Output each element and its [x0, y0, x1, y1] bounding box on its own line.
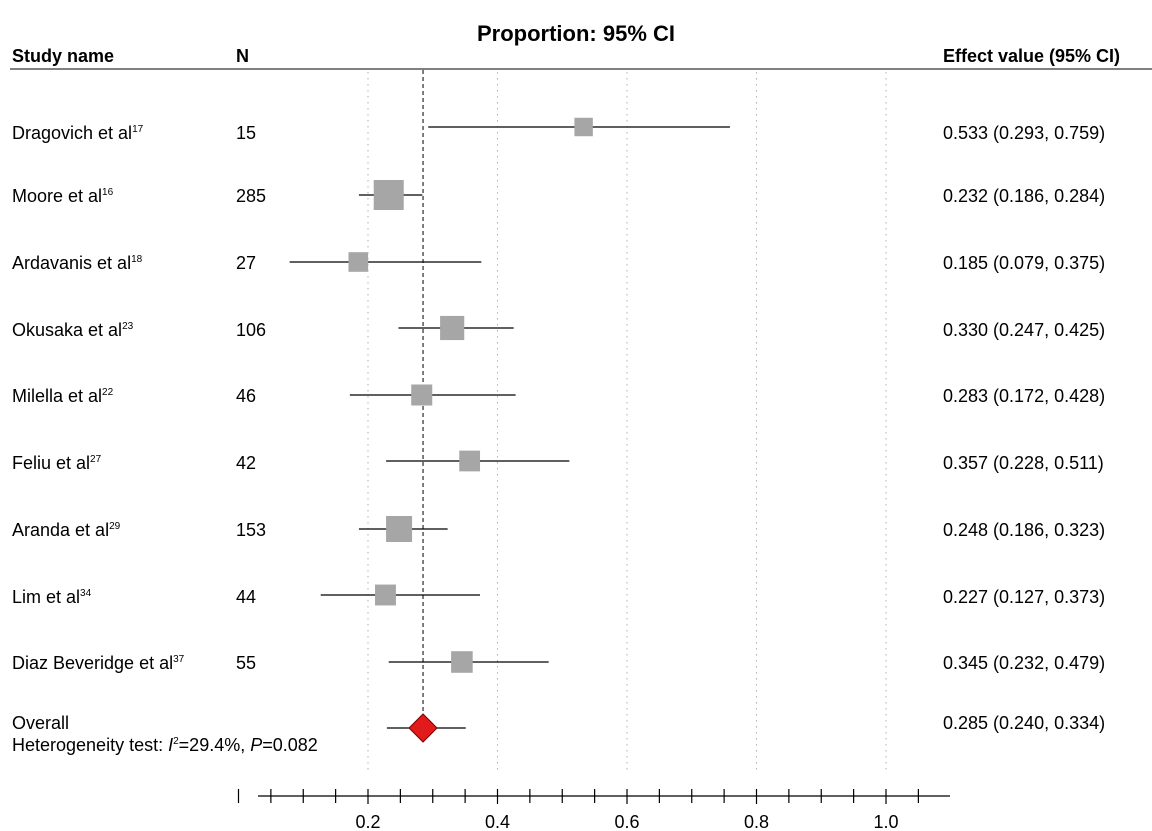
- effect-value-header: Effect value (95% CI): [943, 46, 1121, 66]
- i-squared-exponent: 2: [173, 736, 179, 747]
- p-value: =0.082: [262, 735, 318, 755]
- study-effect-value: 0.357 (0.228, 0.511): [943, 453, 1104, 473]
- point-estimate: [574, 117, 593, 137]
- study-n: 44: [236, 587, 257, 607]
- study-n: 55: [236, 653, 257, 673]
- study-n: 46: [236, 386, 257, 406]
- chart-title: Proportion: 95% CI: [476, 21, 675, 46]
- x-tick-label: 0.8: [744, 812, 769, 831]
- study-effect-value: 0.533 (0.293, 0.759): [943, 123, 1106, 143]
- i-squared-value: =29.4%,: [178, 735, 251, 755]
- x-tick-label: 1.0: [873, 812, 898, 831]
- point-estimate: [373, 180, 404, 210]
- study-effect-value: 0.227 (0.127, 0.373): [943, 587, 1106, 607]
- study-n: 285: [236, 186, 267, 206]
- study-n: 42: [236, 453, 257, 473]
- study-name: Feliu et al27: [12, 453, 101, 473]
- study-reference: 37: [173, 654, 185, 665]
- heterogeneity-test: Heterogeneity test: I2=29.4%, P=0.082: [12, 735, 318, 755]
- study-name: Okusaka et al23: [12, 320, 133, 340]
- overall-label: Overall: [12, 713, 70, 733]
- point-estimate: [348, 252, 369, 272]
- heterogeneity-prefix: Heterogeneity test:: [12, 735, 169, 755]
- x-tick-label: 0.2: [355, 812, 380, 831]
- study-effect-value: 0.283 (0.172, 0.428): [943, 386, 1106, 406]
- study-n: 15: [236, 123, 257, 143]
- study-name-header: Study name: [12, 46, 115, 66]
- x-tick-label: 0.6: [614, 812, 639, 831]
- study-reference: 17: [132, 124, 144, 135]
- study-name-text: Milella et al: [12, 386, 103, 406]
- study-name-text: Diaz Beveridge et al: [12, 653, 174, 673]
- study-name-text: Moore et al: [12, 186, 103, 206]
- study-reference: 18: [131, 254, 143, 265]
- study-reference: 34: [80, 588, 92, 599]
- study-reference: 27: [90, 454, 102, 465]
- overall-diamond: [408, 713, 438, 743]
- point-estimate: [386, 516, 413, 542]
- study-name: Milella et al22: [12, 386, 113, 406]
- study-name-text: Ardavanis et al: [12, 253, 132, 273]
- study-reference: 22: [102, 387, 114, 398]
- study-name: Aranda et al29: [12, 520, 120, 540]
- overall-effect-value: 0.285 (0.240, 0.334): [943, 713, 1106, 733]
- study-name: Diaz Beveridge et al37: [12, 653, 184, 673]
- i-squared-symbol: I: [168, 735, 174, 755]
- study-effect-value: 0.232 (0.186, 0.284): [943, 186, 1106, 206]
- x-tick-label: 0.4: [485, 812, 510, 831]
- study-name-text: Lim et al: [12, 587, 81, 607]
- study-effect-value: 0.248 (0.186, 0.323): [943, 520, 1106, 540]
- study-name-text: Okusaka et al: [12, 320, 123, 340]
- study-effect-value: 0.330 (0.247, 0.425): [943, 320, 1106, 340]
- study-n: 27: [236, 253, 257, 273]
- point-estimate: [451, 651, 473, 673]
- study-n: 106: [236, 320, 267, 340]
- study-reference: 29: [109, 521, 121, 532]
- point-estimate: [375, 584, 396, 606]
- study-n: 153: [236, 520, 267, 540]
- study-name: Moore et al16: [12, 186, 113, 206]
- study-name-text: Aranda et al: [12, 520, 110, 540]
- p-symbol: P: [250, 735, 263, 755]
- point-estimate: [411, 384, 433, 406]
- study-name-text: Feliu et al: [12, 453, 91, 473]
- study-name: Dragovich et al17: [12, 123, 143, 143]
- study-name: Ardavanis et al18: [12, 253, 142, 273]
- point-estimate: [440, 315, 465, 341]
- n-header: N: [236, 46, 249, 66]
- study-name: Lim et al34: [12, 587, 91, 607]
- study-effect-value: 0.185 (0.079, 0.375): [943, 253, 1106, 273]
- study-effect-value: 0.345 (0.232, 0.479): [943, 653, 1106, 673]
- point-estimate: [459, 450, 481, 472]
- study-reference: 16: [102, 187, 114, 198]
- study-reference: 23: [122, 321, 134, 332]
- study-name-text: Dragovich et al: [12, 123, 133, 143]
